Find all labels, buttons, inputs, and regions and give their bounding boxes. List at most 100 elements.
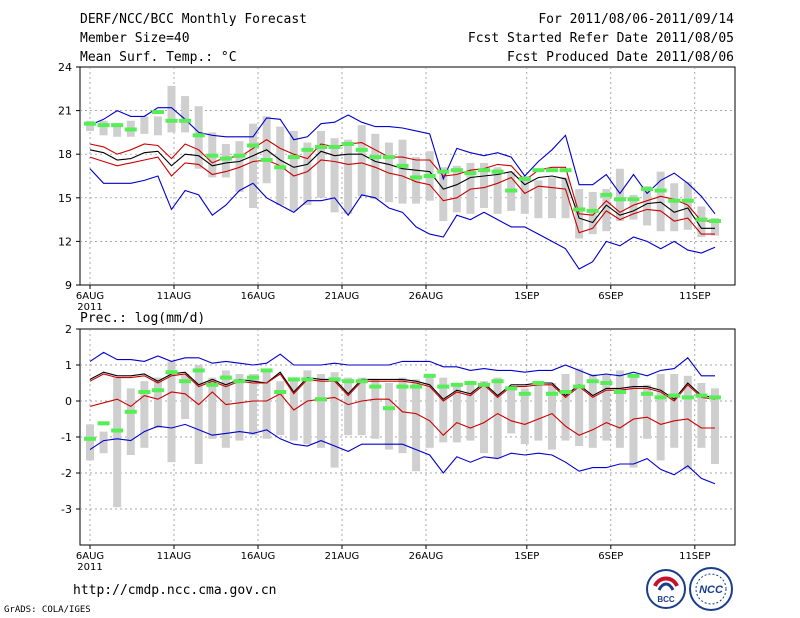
prec-range-bar xyxy=(181,374,190,419)
temp-range-bar xyxy=(289,130,298,211)
temp-observed-mark xyxy=(573,207,586,212)
website-url[interactable]: http://cmdp.ncc.cma.gov.cn xyxy=(73,583,277,598)
temp-range-bar xyxy=(316,130,325,198)
temp-series-ensemble-mean xyxy=(89,149,715,229)
temp-observed-mark xyxy=(165,118,178,123)
prec-range-bar xyxy=(262,370,271,439)
prec-observed-mark xyxy=(654,395,667,400)
temp-series-upper xyxy=(89,139,715,222)
temp-observed-mark xyxy=(151,110,164,115)
prec-range-bar xyxy=(113,377,122,508)
temp-range-bar xyxy=(194,106,203,169)
temp-range-bar xyxy=(140,116,149,134)
ncc-logo-text: NCC xyxy=(699,584,724,596)
temp-observed-mark xyxy=(586,208,599,213)
temp-range-bar xyxy=(249,123,258,208)
prec-range-bar xyxy=(629,374,638,468)
temp-range-bar xyxy=(153,116,162,136)
ncc-logo: NCC xyxy=(689,567,733,611)
temp-range-bar xyxy=(412,157,421,204)
prec-observed-mark xyxy=(627,373,640,378)
temp-observed-mark xyxy=(342,142,355,147)
temp-observed-mark xyxy=(709,219,721,224)
prec-observed-mark xyxy=(179,379,192,384)
temp-range-bar xyxy=(670,183,679,232)
prec-observed-mark xyxy=(219,375,232,380)
prec-range-bar xyxy=(493,377,502,459)
prec-range-bar xyxy=(697,383,706,448)
temp-observed-mark xyxy=(600,192,613,197)
temp-range-bar xyxy=(371,133,380,200)
temp-observed-mark xyxy=(314,144,327,149)
temp-range-bar xyxy=(235,141,244,192)
temp-range-bar xyxy=(99,120,108,136)
temp-range-bar xyxy=(357,125,366,197)
prec-year-label: 2011 xyxy=(77,562,102,573)
temp-observed-mark xyxy=(478,168,491,173)
temp-range-bar xyxy=(602,189,611,232)
prec-observed-mark xyxy=(450,382,463,387)
prec-range-bar xyxy=(547,383,556,450)
temp-observed-mark xyxy=(179,118,192,123)
prec-observed-mark xyxy=(233,379,246,384)
prec-ytick-label: 1 xyxy=(65,359,72,372)
member-size: Member Size=40 xyxy=(80,31,190,46)
temp-xtick-label: 11AUG xyxy=(157,291,192,302)
temp-range-bar xyxy=(466,162,475,214)
temp-series-ensemble-min xyxy=(89,107,716,215)
temp-observed-mark xyxy=(654,188,667,193)
temp-observed-mark xyxy=(328,144,341,149)
prec-ytick-label: 2 xyxy=(65,323,72,336)
prec-observed-mark xyxy=(355,379,368,384)
temp-observed-mark xyxy=(192,133,205,138)
temp-range-bar xyxy=(221,144,230,178)
prec-observed-mark xyxy=(681,395,694,400)
prec-series-lower xyxy=(89,391,715,436)
prec-xtick-label: 6AUG xyxy=(76,551,104,562)
temp-range-bar xyxy=(384,142,393,203)
temp-range-bar xyxy=(86,120,94,131)
temp-range-bar xyxy=(615,168,624,222)
prec-range-bar xyxy=(507,386,516,434)
temp-observed-mark xyxy=(464,171,477,176)
temp-range-bar xyxy=(561,177,570,219)
prec-observed-mark xyxy=(165,370,178,375)
temp-observed-mark xyxy=(287,155,300,160)
prec-range-bar xyxy=(452,384,461,443)
temp-series-ensemble-max xyxy=(89,168,716,270)
prec-observed-mark xyxy=(478,382,491,387)
temp-range-bar xyxy=(330,138,339,213)
temp-ytick-label: 9 xyxy=(65,279,72,292)
temp-observed-mark xyxy=(124,127,137,132)
temp-observed-mark xyxy=(437,169,450,174)
prec-range-bar xyxy=(330,372,339,468)
prec-range-bar xyxy=(670,374,679,448)
temp-observed-mark xyxy=(219,156,232,161)
prec-range-bar xyxy=(466,383,475,441)
prec-range-bar xyxy=(602,374,611,441)
temp-ytick-label: 18 xyxy=(58,148,72,161)
temp-plot-frame xyxy=(79,66,736,286)
prec-series-ensemble-mean xyxy=(89,371,716,400)
temp-observed-mark xyxy=(450,168,463,173)
temp-observed-mark xyxy=(681,198,694,203)
temp-series-lower xyxy=(89,156,715,235)
temp-range-bar xyxy=(480,162,489,208)
fcst-produced-date: Fcst Produced Date 2011/08/06 xyxy=(507,50,734,65)
prec-observed-mark xyxy=(342,379,355,384)
prec-range-bar xyxy=(480,381,489,454)
prec-observed-mark xyxy=(301,377,314,382)
temp-observed-mark xyxy=(505,188,518,193)
prec-observed-mark xyxy=(260,368,273,373)
prec-xtick-label: 11SEP xyxy=(679,551,710,562)
prec-observed-mark xyxy=(138,390,151,394)
temp-xtick-label: 6SEP xyxy=(598,291,623,302)
prec-range-bar xyxy=(588,374,597,448)
temp-year-label: 2011 xyxy=(77,302,102,313)
temp-xtick-label: 26AUG xyxy=(409,291,444,302)
prec-ytick-label: -1 xyxy=(61,431,72,444)
prec-ytick-label: -2 xyxy=(61,467,72,480)
temp-range-bar xyxy=(711,218,719,236)
temp-ytick-label: 24 xyxy=(58,61,72,74)
prec-observed-mark xyxy=(709,395,721,400)
